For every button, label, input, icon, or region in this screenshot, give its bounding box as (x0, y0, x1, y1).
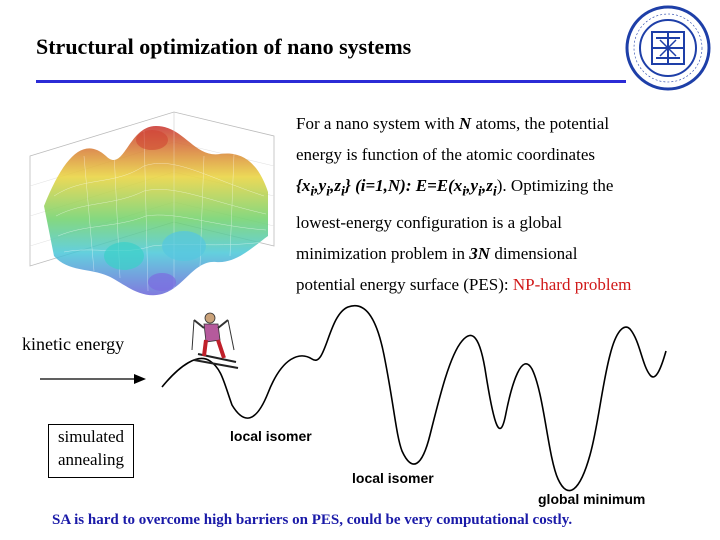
para-line-3: {xi,yi,zi} (i=1,N): E=E(xi,yi,zi). Optim… (296, 176, 614, 200)
title-underline (36, 80, 626, 83)
bottom-note: SA is hard to overcome high barriers on … (52, 512, 573, 528)
local-isomer-label-1: local isomer (230, 428, 312, 444)
sa-line-1: simulated (57, 427, 125, 446)
para-line-5: minimization problem in 3N dimensional (296, 244, 578, 264)
kinetic-energy-label: kinetic energy (22, 334, 125, 354)
energy-landscape-curve (161, 304, 667, 492)
arrow-right-icon (40, 374, 146, 384)
global-minimum-label: global minimum (538, 491, 646, 507)
np-hard-text: NP-hard problem (512, 275, 632, 295)
skier-icon (191, 312, 239, 369)
para-line-4: lowest-energy configuration is a global (296, 213, 562, 233)
para-line-1: For a nano system with N atoms, the pote… (296, 114, 610, 133)
para-line-6: potential energy surface (PES): NP-hard … (296, 275, 632, 295)
sa-line-2: annealing (57, 450, 125, 469)
description-paragraph: For a nano system with N atoms, the pote… (296, 108, 706, 300)
local-isomer-label-2: local isomer (352, 470, 434, 486)
university-logo-icon (625, 5, 711, 91)
para-line-2: energy is function of the atomic coordin… (296, 145, 595, 164)
slide-title: Structural optimization of nano systems (36, 34, 412, 59)
simulated-annealing-box: simulated annealing (48, 424, 134, 478)
energy-surface-3d-image (29, 111, 275, 296)
